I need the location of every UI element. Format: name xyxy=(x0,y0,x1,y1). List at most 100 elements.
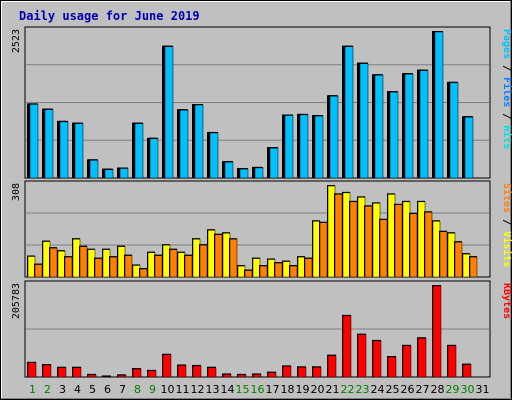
y-axis-max-label: 205783 xyxy=(11,283,22,319)
y-axis-max-label: 2523 xyxy=(11,29,22,53)
day-label: 21 xyxy=(326,383,340,396)
kbytes-bar xyxy=(117,375,127,378)
series-legend: KBytes xyxy=(501,283,512,319)
kbytes-bar xyxy=(207,367,217,378)
series-legend: Pages / Files / Hits xyxy=(501,29,512,149)
kbytes-bar xyxy=(57,367,67,378)
visits-bar xyxy=(132,265,141,278)
sites-bar xyxy=(424,212,433,278)
chart-title: Daily usage for June 2019 xyxy=(19,9,200,23)
kbytes-panel: 205783 KBytes xyxy=(11,280,512,378)
pages-bar xyxy=(44,109,54,179)
day-label: 25 xyxy=(386,383,400,396)
legend-part: Pages xyxy=(501,29,512,59)
pages-bar xyxy=(464,116,474,179)
visits-bar xyxy=(267,259,276,278)
visits-bar xyxy=(222,232,231,278)
day-label: 20 xyxy=(311,383,325,396)
kbytes-bar xyxy=(282,366,292,378)
day-label: 12 xyxy=(191,383,205,396)
visits-bar xyxy=(297,256,306,278)
kbytes-bar xyxy=(237,374,247,378)
y-axis-max-label: 308 xyxy=(11,183,22,201)
day-label: 5 xyxy=(89,383,96,396)
legend-part: / xyxy=(501,107,512,125)
kbytes-bar xyxy=(387,356,397,378)
legend-part: Hits xyxy=(501,125,512,149)
day-label: 24 xyxy=(371,383,385,396)
legend-part: Visits xyxy=(501,231,512,267)
pages-bar xyxy=(284,115,294,179)
visits-bar xyxy=(27,256,36,278)
visits-bar xyxy=(357,197,366,278)
pages-bar xyxy=(314,115,324,179)
pages-bar xyxy=(29,104,39,179)
kbytes-bar xyxy=(177,365,187,378)
pages-bar xyxy=(449,82,459,179)
visits-bar xyxy=(327,185,336,278)
sites-bar xyxy=(214,234,223,278)
legend-part: Files xyxy=(501,77,512,107)
visits-bar xyxy=(282,261,291,278)
day-label: 18 xyxy=(281,383,295,396)
kbytes-bar xyxy=(27,362,37,378)
sites-bar xyxy=(274,262,283,278)
sites-bar xyxy=(244,270,253,278)
sites-bar xyxy=(124,255,133,278)
pages-bar xyxy=(119,168,129,179)
legend-part: / xyxy=(501,213,512,231)
day-label: 14 xyxy=(221,383,235,396)
day-label: 8 xyxy=(134,383,141,396)
pages-bar xyxy=(179,109,189,179)
day-label: 23 xyxy=(356,383,370,396)
visits-bar xyxy=(402,201,411,278)
sites-bar xyxy=(364,206,373,278)
pages-bar xyxy=(434,31,444,179)
kbytes-bar xyxy=(402,345,412,378)
pages-bar xyxy=(164,46,174,179)
pages-bar xyxy=(374,75,384,179)
pages-bar xyxy=(329,96,339,179)
sites-bar xyxy=(94,258,103,278)
visits-bar xyxy=(207,229,216,278)
sites-bar xyxy=(304,258,313,278)
visits-sites-panel: 308 Sites / Visits xyxy=(11,180,512,278)
kbytes-bar xyxy=(297,367,307,378)
legend-part: / xyxy=(501,59,512,77)
kbytes-bar xyxy=(417,337,427,378)
day-label: 1 xyxy=(29,383,36,396)
sites-bar xyxy=(154,255,163,278)
sites-bar xyxy=(349,201,358,278)
day-label: 30 xyxy=(461,383,475,396)
kbytes-bar xyxy=(192,365,202,378)
visits-bar xyxy=(252,258,261,278)
kbytes-bar xyxy=(342,315,352,378)
kbytes-bar xyxy=(222,374,232,378)
visits-bar xyxy=(102,249,111,278)
day-label: 15 xyxy=(236,383,250,396)
pages-bar xyxy=(299,114,309,179)
sites-bar xyxy=(199,244,208,278)
kbytes-bar xyxy=(147,370,157,378)
pages-bar xyxy=(269,147,279,179)
visits-bar xyxy=(237,265,246,278)
day-label: 3 xyxy=(59,383,66,396)
sites-bar xyxy=(109,256,118,278)
sites-bar xyxy=(394,204,403,278)
visits-bar xyxy=(72,238,81,278)
sites-bar xyxy=(64,256,73,278)
kbytes-bar xyxy=(132,368,142,378)
pages-bar xyxy=(134,123,144,179)
visits-bar xyxy=(177,252,186,278)
pages-bar xyxy=(254,167,264,179)
day-label: 19 xyxy=(296,383,310,396)
day-label: 26 xyxy=(401,383,415,396)
sites-bar xyxy=(379,219,388,278)
sites-bar xyxy=(469,256,478,278)
day-label: 22 xyxy=(341,383,355,396)
sites-bar xyxy=(79,246,88,278)
day-label: 9 xyxy=(149,383,156,396)
visits-bar xyxy=(417,201,426,278)
